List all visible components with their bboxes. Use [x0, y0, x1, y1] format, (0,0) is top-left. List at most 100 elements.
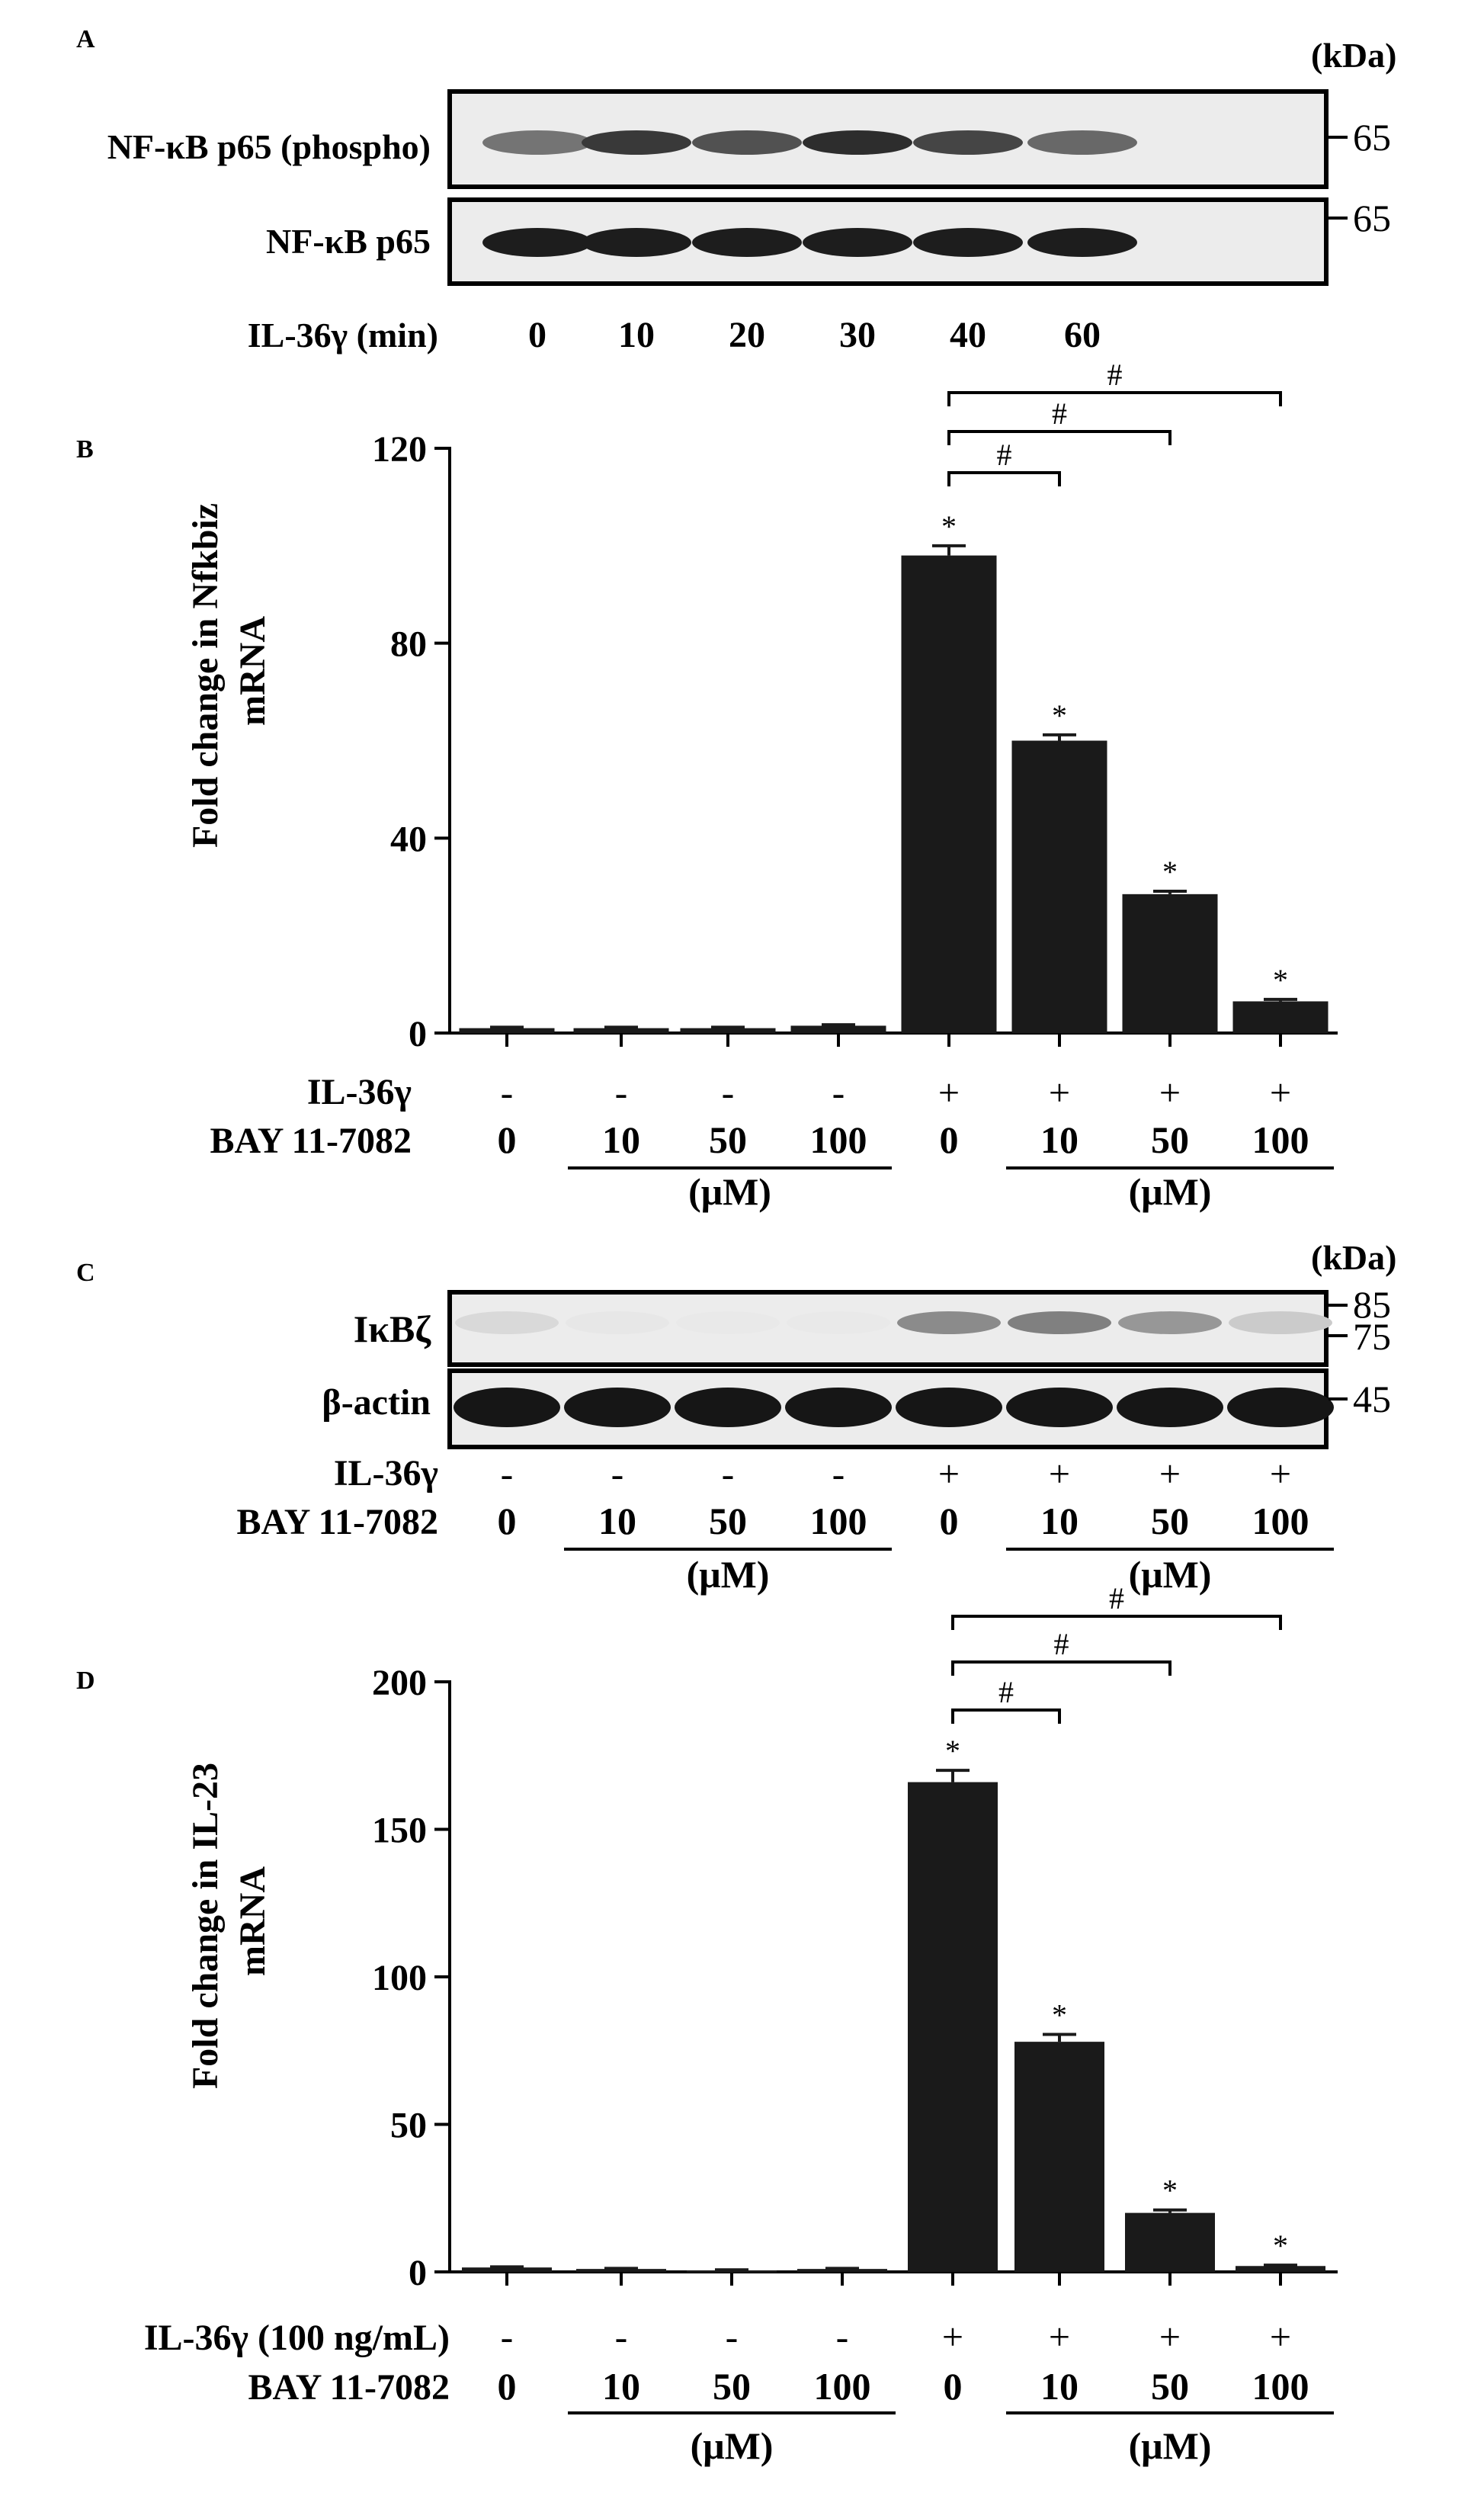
bar: [680, 1028, 776, 1033]
y-tick-label: 50: [390, 2106, 427, 2146]
blot-label-beta-actin: β-actin: [322, 1382, 431, 1423]
bay-dose: 50: [1151, 1500, 1189, 1542]
band-ikbz: [1008, 1311, 1111, 1334]
il36-sign: +: [938, 1452, 960, 1495]
comparison-bracket: [947, 430, 1171, 445]
time-label: 30: [839, 315, 876, 355]
comparison-bracket: [951, 1660, 1171, 1676]
bar: [1014, 2042, 1104, 2272]
band-beta-actin: [1006, 1388, 1113, 1427]
comparison-bracket: [947, 391, 1282, 406]
bar: [908, 1782, 998, 2272]
il36-sign: -: [611, 1452, 624, 1495]
blot-label-ikbz: IκBζ: [354, 1307, 432, 1350]
comparison-hash: #: [1107, 358, 1123, 392]
comparison-hash: #: [1052, 396, 1067, 431]
panel-d-letter: D: [76, 1667, 95, 1695]
time-label: 40: [950, 315, 986, 355]
band-ikbz: [455, 1311, 559, 1334]
bar: [790, 1025, 886, 1033]
band-beta-actin: [454, 1388, 560, 1427]
bar: [797, 2269, 887, 2272]
bay-dose: 100: [814, 2365, 871, 2408]
marker-65-phospho: 65: [1353, 116, 1391, 159]
significance-star: *: [1162, 2174, 1178, 2208]
unit-label: (μM): [1129, 1170, 1212, 1213]
bay-dose: 0: [940, 1500, 959, 1542]
significance-star: *: [1273, 2228, 1288, 2263]
bay-dose: 100: [1252, 2365, 1309, 2408]
bar: [462, 2267, 552, 2272]
il36-sign: -: [722, 1452, 735, 1495]
il36-sign: -: [836, 2315, 849, 2358]
comparison-bracket: [951, 1708, 1061, 1724]
comparison-hash: #: [998, 1675, 1014, 1709]
y-tick-label: 150: [372, 1811, 427, 1851]
bay-row-label-c: BAY 11-7082: [237, 1502, 439, 1542]
bay-dose: 50: [713, 2365, 751, 2408]
panel-a: A (kDa) NF-κB p65 (phospho) NF-κB p65 65…: [76, 25, 1396, 355]
blot-label-p65: NF-κB p65: [266, 222, 431, 261]
panel-c: C (kDa) IκBζ β-actin 85 75 45 IL-36γ BAY…: [76, 1238, 1396, 1596]
y-axis-title-d: Fold change in IL-23 mRNA: [185, 1753, 273, 2089]
il36-sign: -: [501, 2315, 514, 2358]
bar: [687, 2270, 777, 2273]
marker-75: 75: [1353, 1315, 1391, 1358]
band-ikbz: [566, 1311, 669, 1334]
il36-sign: -: [726, 2315, 739, 2358]
time-label: 20: [729, 315, 765, 355]
bay-row-label-b: BAY 11-7082: [210, 1121, 412, 1161]
il36-sign: +: [1159, 1071, 1181, 1114]
band-p65: [482, 228, 592, 257]
time-label: 0: [528, 315, 546, 355]
panel-b: B Fold change in Nfkbiz mRNA 0 40 80 120 * * *…: [76, 358, 1338, 1213]
band-p65: [803, 228, 912, 257]
il36-sign: +: [1049, 2315, 1070, 2358]
band-ikbz: [676, 1311, 780, 1334]
y-tick-label: 0: [409, 2253, 427, 2293]
band-phospho-p65: [692, 130, 802, 155]
band-phospho-p65: [803, 130, 912, 155]
bay-row-label-d: BAY 11-7082: [248, 2367, 450, 2408]
il36-row-label-d: IL-36γ (100 ng/mL): [144, 2318, 450, 2358]
bay-dose: 10: [598, 1500, 636, 1542]
il36-sign: -: [501, 1452, 514, 1495]
il36-sign: +: [1159, 1452, 1181, 1495]
panel-d: D Fold change in IL-23 mRNA 050100150200…: [76, 1581, 1338, 2467]
comparison-bracket: [947, 471, 1061, 486]
significance-star: *: [1052, 1997, 1067, 2032]
bar: [573, 1028, 669, 1033]
il36-sign: +: [938, 1071, 960, 1114]
bay-dose: 50: [1151, 1118, 1189, 1161]
unit-label: (μM): [1129, 2424, 1212, 2467]
y-tick-label: 40: [390, 819, 427, 859]
time-axis-label: IL-36γ (min): [248, 316, 438, 355]
bay-dose: 10: [602, 2365, 640, 2408]
band-p65: [582, 228, 691, 257]
y-tick-label: 120: [372, 429, 427, 470]
il36-sign: +: [1270, 1071, 1291, 1114]
comparison-bracket: [951, 1615, 1282, 1630]
marker-65-total: 65: [1353, 197, 1391, 239]
panel-c-letter: C: [76, 1259, 95, 1287]
band-ikbz: [1229, 1311, 1332, 1334]
y-tick-label: 80: [390, 624, 427, 665]
band-beta-actin: [675, 1388, 781, 1427]
bay-dose: 100: [1252, 1118, 1309, 1161]
time-label: 60: [1064, 315, 1101, 355]
bay-dose: 100: [810, 1118, 867, 1161]
unit-label: (μM): [687, 1553, 770, 1596]
significance-star: *: [941, 509, 957, 544]
bar: [1125, 2212, 1215, 2272]
band-phospho-p65: [913, 130, 1023, 155]
blot-label-phospho-p65: NF-κB p65 (phospho): [107, 127, 431, 166]
significance-star: *: [1273, 963, 1288, 997]
il36-sign: -: [615, 2315, 628, 2358]
bay-dose: 10: [1040, 1118, 1079, 1161]
band-p65: [1027, 228, 1137, 257]
il36-sign: +: [1049, 1452, 1070, 1495]
bay-dose: 0: [498, 1500, 517, 1542]
bay-dose: 0: [940, 1118, 959, 1161]
band-beta-actin: [1117, 1388, 1223, 1427]
bay-dose: 100: [810, 1500, 867, 1542]
